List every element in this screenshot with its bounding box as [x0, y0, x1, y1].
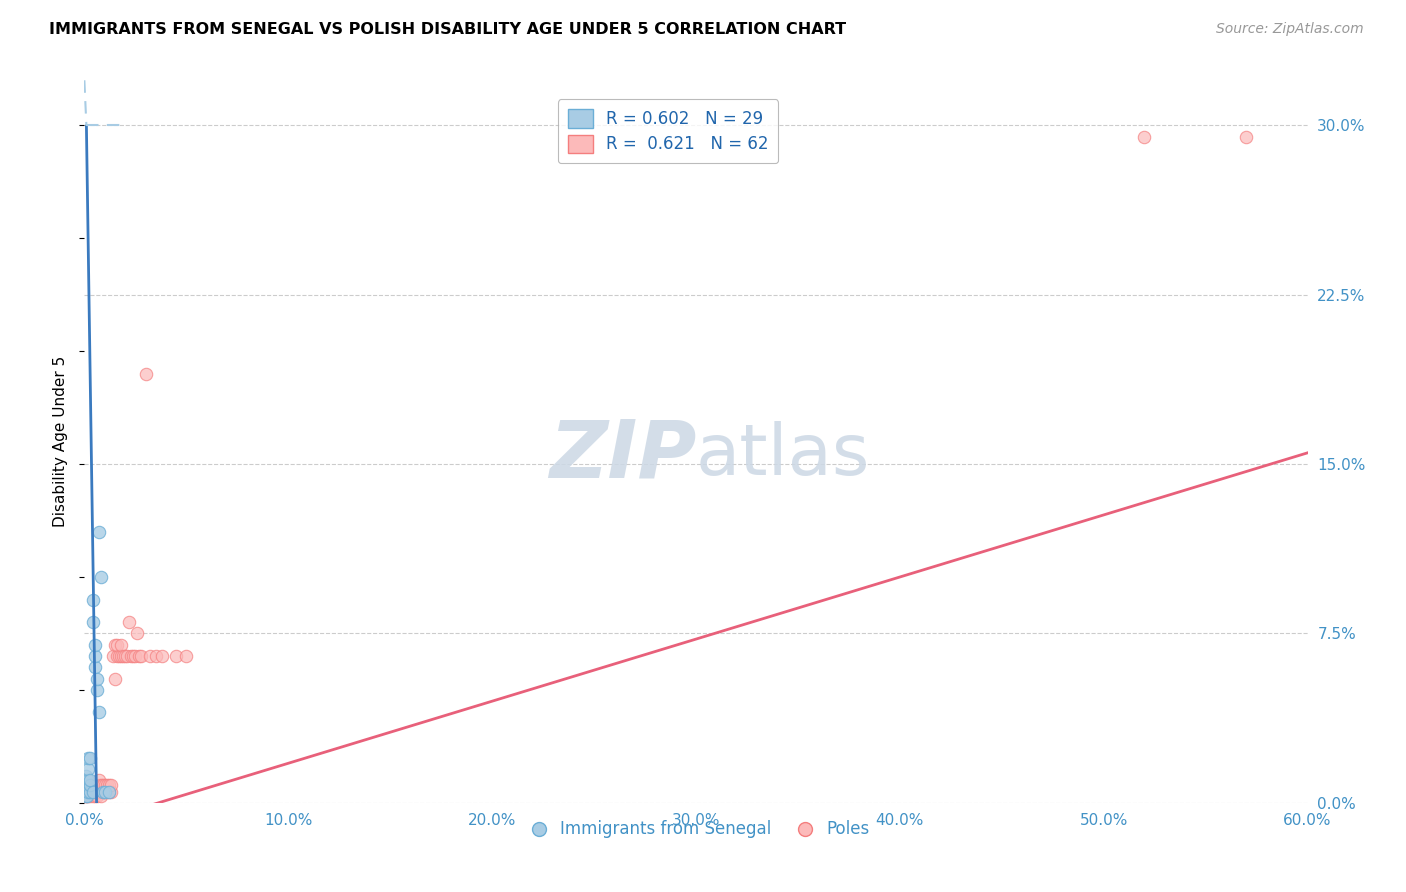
Point: [73, 784, 96, 798]
Point: [79, 784, 101, 798]
Point: [76, 789, 98, 803]
Legend: Immigrants from Senegal, Poles: Immigrants from Senegal, Poles: [516, 814, 876, 845]
Point: [110, 638, 132, 652]
Point: [105, 648, 128, 663]
Point: [77, 773, 100, 788]
Point: [83, 648, 105, 663]
Point: [174, 648, 197, 663]
Point: [83, 784, 105, 798]
Point: [83, 638, 105, 652]
Point: [79, 773, 101, 788]
Point: [77, 784, 100, 798]
Point: [97, 784, 120, 798]
Text: IMMIGRANTS FROM SENEGAL VS POLISH DISABILITY AGE UNDER 5 CORRELATION CHART: IMMIGRANTS FROM SENEGAL VS POLISH DISABI…: [49, 22, 846, 37]
Point: [91, 778, 114, 792]
Point: [75, 769, 97, 783]
Point: [86, 682, 108, 697]
Point: [77, 750, 100, 764]
Point: [101, 648, 124, 663]
Point: [97, 784, 120, 798]
Text: ZIP: ZIP: [548, 417, 696, 495]
Point: [83, 789, 105, 803]
Point: [76, 784, 98, 798]
Point: [75, 778, 97, 792]
Point: [87, 778, 110, 792]
Point: [75, 789, 97, 803]
Point: [96, 784, 118, 798]
Point: [104, 638, 127, 652]
Point: [82, 784, 104, 798]
Point: [96, 778, 118, 792]
Point: [90, 778, 112, 792]
Point: [76, 784, 98, 798]
Point: [79, 750, 101, 764]
Point: [79, 778, 101, 792]
Point: [108, 648, 131, 663]
Point: [122, 648, 145, 663]
Point: [1236, 129, 1258, 144]
Point: [75, 789, 97, 803]
Point: [100, 784, 122, 798]
Point: [128, 648, 150, 663]
Point: [86, 789, 108, 803]
Point: [127, 626, 149, 640]
Point: [83, 778, 105, 792]
Point: [76, 778, 98, 792]
Point: [1133, 129, 1156, 144]
Point: [86, 672, 108, 686]
Point: [104, 672, 127, 686]
Point: [77, 762, 100, 776]
Point: [79, 784, 101, 798]
Point: [90, 570, 112, 584]
Point: [91, 784, 114, 798]
Point: [87, 773, 110, 788]
Point: [75, 784, 97, 798]
Point: [131, 648, 153, 663]
Point: [79, 778, 101, 792]
Point: [93, 784, 115, 798]
Point: [124, 648, 146, 663]
Point: [112, 648, 135, 663]
Point: [114, 648, 136, 663]
Point: [145, 648, 167, 663]
Point: [82, 784, 104, 798]
Text: atlas: atlas: [696, 422, 870, 491]
Point: [105, 638, 128, 652]
Point: [83, 660, 105, 674]
Y-axis label: Disability Age Under 5: Disability Age Under 5: [53, 356, 69, 527]
Point: [97, 778, 120, 792]
Point: [77, 789, 100, 803]
Point: [82, 789, 104, 803]
Point: [86, 784, 108, 798]
Point: [82, 778, 104, 792]
Point: [87, 524, 110, 539]
Point: [90, 789, 112, 803]
Point: [77, 778, 100, 792]
Point: [120, 648, 142, 663]
Point: [165, 648, 187, 663]
Point: [82, 615, 104, 630]
Point: [138, 648, 160, 663]
Point: [79, 789, 101, 803]
Point: [115, 648, 138, 663]
Point: [91, 784, 114, 798]
Point: [100, 778, 122, 792]
Point: [77, 784, 100, 798]
Point: [75, 784, 97, 798]
Point: [87, 784, 110, 798]
Point: [110, 648, 132, 663]
Text: Source: ZipAtlas.com: Source: ZipAtlas.com: [1216, 22, 1364, 37]
Point: [118, 615, 141, 630]
Point: [76, 789, 98, 803]
Point: [87, 706, 110, 720]
Point: [75, 784, 97, 798]
Point: [82, 592, 104, 607]
Point: [150, 648, 173, 663]
Point: [93, 784, 115, 798]
Point: [93, 778, 115, 792]
Point: [135, 367, 157, 381]
Point: [75, 789, 97, 803]
